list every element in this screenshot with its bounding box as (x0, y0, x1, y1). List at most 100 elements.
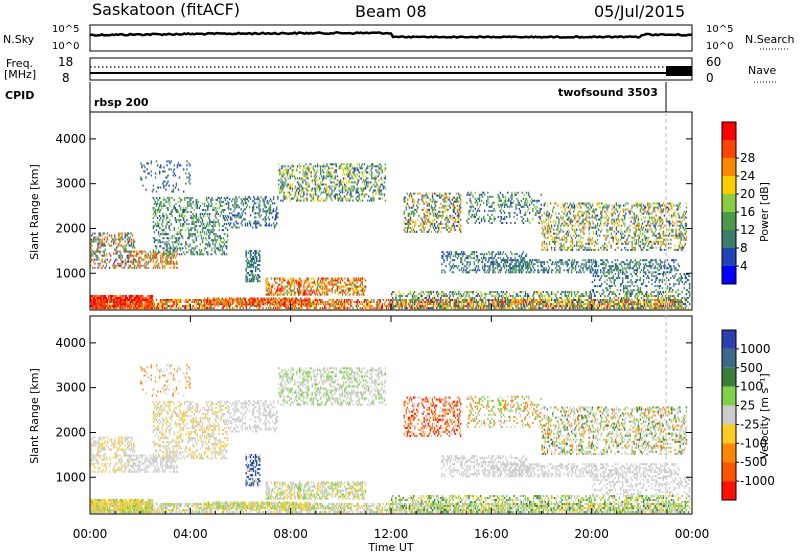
range-gate-cell (167, 217, 169, 219)
range-gate-cell (237, 222, 239, 225)
range-gate-cell (98, 301, 100, 303)
range-gate-cell (411, 307, 414, 310)
range-gate-cell (295, 167, 298, 170)
range-gate-cell (348, 181, 350, 184)
range-gate-cell (167, 241, 169, 244)
range-gate-cell (226, 196, 229, 199)
range-gate-cell (153, 211, 156, 213)
range-gate-cell (316, 187, 319, 190)
range-gate-cell (299, 199, 301, 202)
range-gate-cell (222, 229, 225, 232)
range-gate-cell (168, 227, 170, 230)
range-gate-cell (348, 199, 350, 202)
range-gate-cell (164, 233, 166, 236)
range-gate-cell (452, 305, 455, 308)
range-gate-cell (340, 181, 343, 184)
range-gate-cell (173, 253, 175, 256)
range-gate-cell (179, 229, 182, 232)
range-gate-cell (178, 299, 181, 301)
range-gate-cell (98, 234, 100, 237)
range-gate-cell (316, 301, 319, 303)
range-gate-cell (166, 164, 168, 167)
range-gate-cell (654, 305, 656, 308)
range-gate-cell (303, 171, 305, 174)
range-gate-cell (91, 234, 93, 237)
range-gate-cell (232, 198, 234, 201)
range-gate-cell (170, 307, 172, 310)
range-gate-cell (587, 303, 589, 306)
range-gate-cell (326, 175, 328, 178)
range-gate-cell (264, 303, 266, 306)
range-gate-cell (301, 299, 303, 302)
range-gate-cell (178, 247, 181, 250)
range-gate-cell (257, 198, 259, 201)
range-gate-cell (326, 197, 328, 200)
range-gate-cell (351, 175, 353, 178)
range-gate-cell (283, 197, 285, 200)
range-gate-cell (219, 202, 221, 205)
range-gate-cell (299, 193, 301, 196)
range-gate-cell (361, 289, 364, 292)
range-gate-cell (267, 301, 270, 304)
range-gate-cell (168, 251, 170, 254)
range-gate-cell (212, 198, 214, 201)
range-gate-cell (594, 299, 597, 301)
range-gate-cell (300, 285, 302, 288)
range-gate-cell (95, 240, 97, 243)
range-gate-cell (184, 301, 186, 303)
range-gate-cell (391, 303, 393, 306)
range-gate-cell (307, 183, 309, 186)
range-gate-cell (290, 299, 293, 302)
range-gate-cell (102, 244, 104, 247)
range-gate-cell (187, 202, 189, 205)
range-gate-cell (259, 307, 261, 310)
range-gate-cell (587, 299, 589, 301)
range-gate-cell (276, 216, 278, 219)
range-gate-cell (262, 200, 264, 203)
range-gate-cell (281, 279, 283, 282)
range-gate-cell (349, 177, 351, 180)
range-gate-cell (244, 208, 247, 211)
range-gate-cell (337, 281, 340, 284)
range-gate-cell (463, 299, 465, 301)
range-gate-cell (217, 213, 219, 215)
range-gate-cell (160, 241, 162, 244)
range-gate-cell (599, 301, 601, 303)
range-gate-cell (94, 305, 96, 308)
range-gate-cell (164, 252, 166, 255)
range-gate-cell (312, 193, 314, 196)
range-gate-cell (238, 226, 240, 229)
range-gate-cell (91, 258, 93, 261)
range-gate-cell (332, 299, 334, 301)
range-gate-cell (308, 183, 310, 186)
range-gate-cell (341, 279, 344, 282)
range-gate-cell (338, 287, 341, 290)
range-gate-cell (358, 195, 360, 198)
range-gate-cell (156, 223, 159, 226)
range-gate-cell (141, 299, 143, 301)
range-gate-cell (241, 303, 243, 306)
range-gate-cell (283, 185, 285, 188)
range-gate-cell (247, 200, 250, 203)
range-gate-cell (308, 299, 310, 302)
range-gate-cell (291, 189, 294, 192)
range-gate-cell (326, 193, 328, 196)
range-gate-cell (410, 206, 413, 209)
range-gate-cell (322, 177, 324, 180)
range-gate-cell (130, 297, 133, 299)
range-gate-cell (254, 274, 257, 277)
range-gate-cell (341, 303, 344, 306)
range-gate-cell (149, 303, 151, 306)
range-gate-cell (194, 299, 196, 301)
range-gate-cell (674, 307, 676, 310)
range-gate-cell (286, 171, 288, 174)
range-gate-cell (255, 305, 257, 308)
range-gate-cell (123, 266, 125, 269)
range-gate-cell (98, 303, 100, 306)
range-gate-cell (328, 173, 330, 176)
range-gate-cell (226, 239, 229, 242)
range-gate-cell (384, 305, 387, 308)
range-gate-cell (245, 206, 248, 209)
range-gate-cell (377, 299, 379, 301)
range-gate-cell (104, 297, 106, 299)
